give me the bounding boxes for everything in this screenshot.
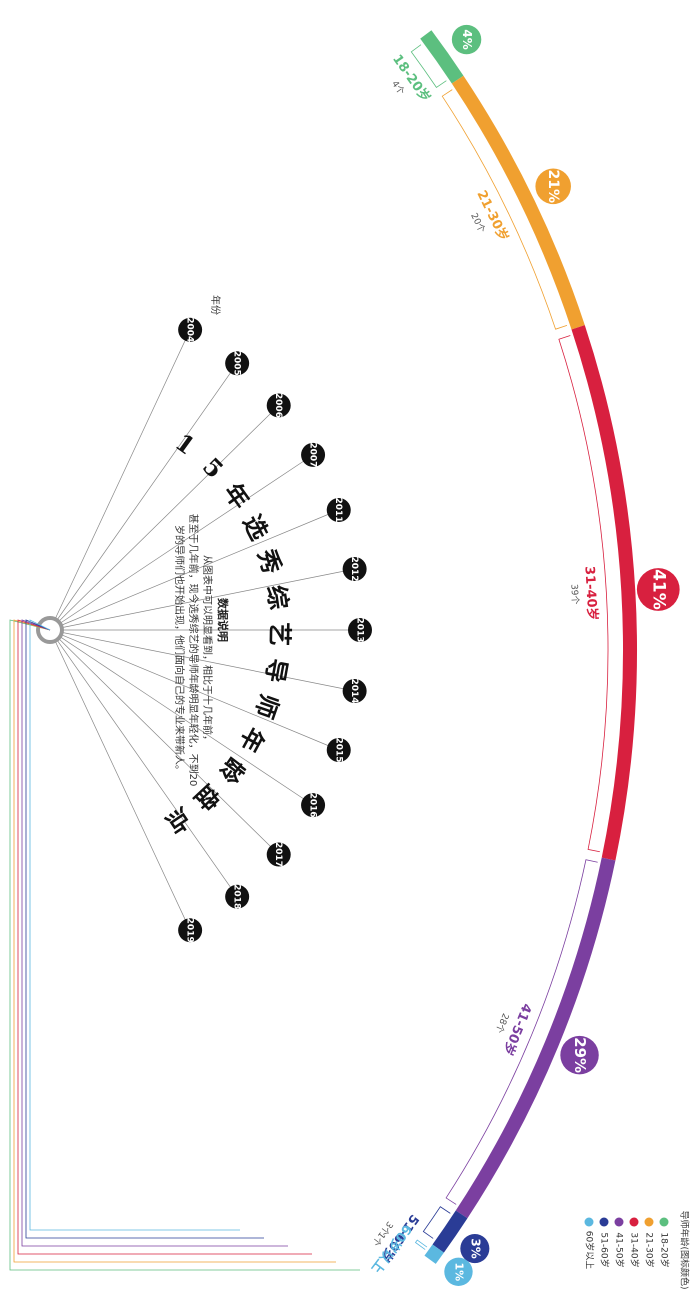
year-spoke xyxy=(49,509,339,631)
age-label: 31-40岁 xyxy=(581,566,600,621)
share-label: 21% xyxy=(545,170,561,204)
age-arc xyxy=(571,325,637,861)
age-arc xyxy=(451,75,585,330)
share-bubble xyxy=(451,24,482,55)
year-label: 2013 xyxy=(355,617,365,642)
share-bubble xyxy=(460,1234,490,1264)
title-char: 导 xyxy=(260,656,293,685)
year-node xyxy=(225,884,250,909)
count-label: 39个 xyxy=(568,584,580,605)
title-char: 艺 xyxy=(265,622,294,647)
legend-label: 60岁以上 xyxy=(584,1231,596,1269)
legend-label: 21-30岁 xyxy=(644,1232,656,1267)
legend-swatch xyxy=(614,1217,624,1227)
age-arc xyxy=(455,857,616,1219)
legend-swatch xyxy=(584,1217,594,1227)
hub-line xyxy=(25,619,264,1239)
legend-label: 31-40岁 xyxy=(629,1232,641,1267)
age-arc xyxy=(420,30,464,84)
hub-line xyxy=(17,619,312,1255)
year-label: 2014 xyxy=(349,678,359,703)
share-bubble xyxy=(535,168,571,205)
legend-swatch xyxy=(629,1217,639,1227)
year-spoke xyxy=(49,629,314,806)
year-node xyxy=(301,442,326,467)
legend-swatch xyxy=(644,1217,654,1227)
title-char: 综 xyxy=(262,583,294,611)
year-spoke xyxy=(49,629,355,692)
legend-title: 导师年龄(图标颜色) xyxy=(679,1210,691,1289)
hub-line xyxy=(21,619,288,1247)
year-label: 2005 xyxy=(232,351,242,376)
share-bubble xyxy=(636,568,680,611)
year-spoke xyxy=(49,629,279,855)
age-bracket xyxy=(410,44,447,88)
hub-line xyxy=(29,619,240,1231)
age-bracket xyxy=(558,335,609,853)
note-line: 甚至于几年前，现今选秀综艺的导师年龄明显年轻化，不到20 xyxy=(187,514,200,787)
hub-line xyxy=(13,619,336,1263)
note-title: 数据说明 xyxy=(216,598,230,642)
legend-label: 51-60岁 xyxy=(599,1232,611,1267)
year-node xyxy=(178,317,203,342)
year-node xyxy=(225,351,250,376)
legend-label: 41-50岁 xyxy=(614,1232,626,1267)
age-bracket xyxy=(441,89,568,330)
share-bubble xyxy=(444,1257,473,1286)
share-label: 3% xyxy=(468,1238,482,1258)
year-label: 2015 xyxy=(333,737,343,762)
year-spoke xyxy=(49,363,238,631)
year-label: 2016 xyxy=(308,793,318,818)
legend-label: 18-20岁 xyxy=(659,1232,671,1267)
year-node xyxy=(266,842,291,867)
year-node xyxy=(342,557,367,582)
year-spoke xyxy=(49,568,355,631)
year-node xyxy=(301,793,326,818)
year-node xyxy=(348,618,372,642)
year-label: 2019 xyxy=(185,918,195,943)
legend-swatch xyxy=(659,1217,669,1227)
age-bracket xyxy=(445,859,598,1205)
year-spoke xyxy=(49,629,238,897)
year-spoke xyxy=(49,405,279,631)
share-label: 41% xyxy=(648,569,668,610)
year-label: 2007 xyxy=(308,442,318,467)
year-node xyxy=(342,678,367,703)
year-spoke xyxy=(49,329,191,631)
legend-swatch xyxy=(599,1217,609,1227)
age-bracket xyxy=(414,1239,428,1250)
year-label: 2017 xyxy=(273,842,283,867)
year-axis-label: 年份 xyxy=(209,295,222,315)
year-label: 2011 xyxy=(333,497,343,522)
note-line: 从图表中可以明显看到，相比于十几年前， xyxy=(201,555,214,745)
year-label: 2006 xyxy=(273,393,283,418)
year-label: 2004 xyxy=(185,317,195,342)
year-label: 2012 xyxy=(349,556,359,581)
year-spoke xyxy=(49,629,191,931)
year-node xyxy=(178,918,203,943)
year-node xyxy=(266,393,291,418)
share-label: 1% xyxy=(452,1262,465,1281)
share-label: 4% xyxy=(460,29,474,49)
age-bracket xyxy=(422,1206,451,1239)
year-node xyxy=(326,737,351,762)
note-line: 岁的导师们也开始出现，他们面向自己的专业来带新人。 xyxy=(173,525,186,775)
age-arc xyxy=(424,1244,444,1264)
year-node xyxy=(326,498,351,523)
year-spoke xyxy=(49,629,339,751)
share-label: 29% xyxy=(571,1037,589,1073)
age-arc xyxy=(432,1210,468,1253)
year-spoke xyxy=(49,454,314,631)
share-bubble xyxy=(560,1035,599,1075)
year-label: 2018 xyxy=(232,884,242,909)
